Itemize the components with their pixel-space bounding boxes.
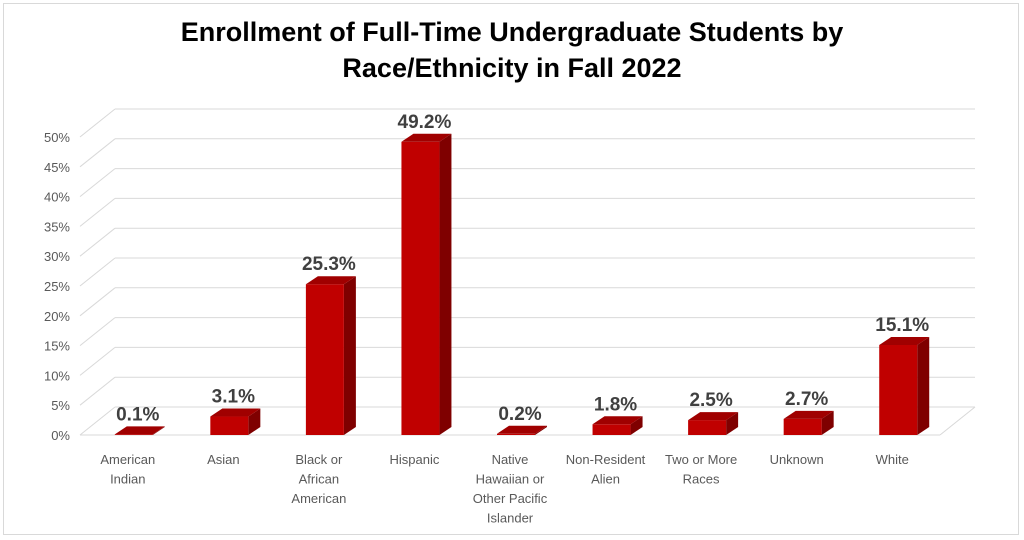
bar-front-face (210, 416, 249, 435)
x-category-label: Asian (207, 452, 240, 467)
chart-title: Enrollment of Full-Time Undergraduate St… (0, 14, 1024, 86)
bar-side-face (152, 426, 165, 435)
bars (114, 133, 930, 435)
x-category-label: Hispanic (390, 452, 440, 467)
bar-side-face (439, 133, 452, 435)
gridline-diagonal (79, 168, 116, 197)
y-tick-label: 50% (44, 130, 70, 145)
gridline-diagonal (79, 347, 116, 376)
gridline-diagonal (79, 227, 116, 257)
bar (592, 416, 643, 435)
bar (401, 133, 452, 435)
data-labels: 0.1% 3.1% 25.3% 49.2% 0.2% 1.8% 2.5% 2.7% 15.1% (116, 112, 929, 426)
bar-front-face (401, 141, 440, 435)
x-category-label: Native Hawaiian or Other Pacific Islander (473, 452, 548, 526)
gridline-diagonal (79, 287, 116, 317)
gridline-diagonal (79, 108, 116, 138)
x-category-label: Unknown (770, 452, 824, 467)
gridline-diagonal (79, 317, 116, 346)
bar (688, 412, 739, 435)
x-category-label: Two or More Races (665, 452, 737, 487)
data-label: 2.5% (689, 390, 732, 411)
bar-top-face (210, 408, 261, 417)
bar-front-face (592, 424, 631, 435)
gridline-diagonal (79, 138, 116, 168)
gridline-diagonal (79, 376, 116, 406)
y-axis-ticks: 0% 5% 10% 15% 20% 25% 30% 35% 40% 45% 50% (44, 130, 70, 443)
x-category-label: White (876, 452, 909, 467)
bar-top-face (305, 276, 356, 285)
data-label: 0.1% (116, 404, 159, 425)
bar-top-face (401, 133, 452, 142)
x-axis-categories: American Indian Asian Black or African Americ… (100, 452, 909, 526)
bar-top-face (497, 425, 547, 434)
bar-top-face (592, 416, 643, 425)
bar-top-face (688, 412, 739, 421)
x-category-label: Non-Resident Alien (566, 452, 646, 487)
data-label: 25.3% (302, 254, 356, 275)
y-tick-label: 20% (44, 309, 70, 324)
bar-side-face (535, 425, 547, 435)
bar (879, 337, 930, 435)
y-tick-label: 25% (44, 279, 70, 294)
floor-right-edge (939, 406, 976, 436)
bar-side-face (630, 416, 643, 435)
data-label: 2.7% (785, 389, 828, 410)
bar-top-face (879, 337, 930, 346)
data-label: 1.8% (594, 394, 637, 415)
y-tick-label: 30% (44, 249, 70, 264)
y-tick-label: 15% (44, 339, 70, 354)
y-tick-label: 45% (44, 160, 70, 175)
chart-title-line-2: Race/Ethnicity in Fall 2022 (342, 53, 682, 83)
grid-layer (79, 108, 976, 436)
bar-front-face (114, 434, 153, 435)
x-category-label: American Indian (100, 452, 155, 487)
data-label: 3.1% (212, 387, 255, 408)
bar (783, 410, 834, 435)
x-category-label: Black or African American (291, 452, 346, 506)
bar-top-face (114, 426, 165, 435)
bar-front-face (305, 284, 344, 435)
bar (305, 276, 356, 435)
bar-side-face (248, 408, 261, 435)
bar-front-face (879, 345, 918, 435)
chart-frame (3, 3, 1019, 535)
bar-side-face (821, 410, 834, 435)
bar-side-face (917, 337, 930, 435)
y-tick-label: 5% (51, 398, 70, 413)
y-tick-label: 40% (44, 190, 70, 205)
bar-top-face (783, 410, 834, 419)
data-label: 15.1% (875, 315, 929, 336)
y-tick-label: 0% (51, 428, 70, 443)
gridline-diagonal (79, 198, 116, 227)
bar (497, 425, 547, 435)
bar-side-face (343, 276, 356, 435)
data-label: 0.2% (498, 404, 541, 425)
bar (210, 408, 261, 435)
data-label: 49.2% (398, 112, 452, 133)
y-tick-label: 35% (44, 219, 70, 234)
gridline-diagonal (79, 406, 116, 436)
bar-front-face (783, 418, 822, 435)
gridline-diagonal (79, 257, 116, 287)
bar-front-face (497, 433, 535, 435)
y-tick-label: 10% (44, 368, 70, 383)
bar-side-face (726, 412, 739, 435)
chart-title-line-1: Enrollment of Full-Time Undergraduate St… (180, 17, 844, 47)
bar (114, 426, 165, 435)
bar-front-face (688, 420, 727, 435)
